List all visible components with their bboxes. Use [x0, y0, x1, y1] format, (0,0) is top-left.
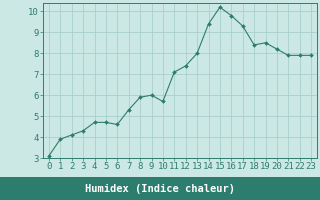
Text: Humidex (Indice chaleur): Humidex (Indice chaleur)	[85, 183, 235, 194]
